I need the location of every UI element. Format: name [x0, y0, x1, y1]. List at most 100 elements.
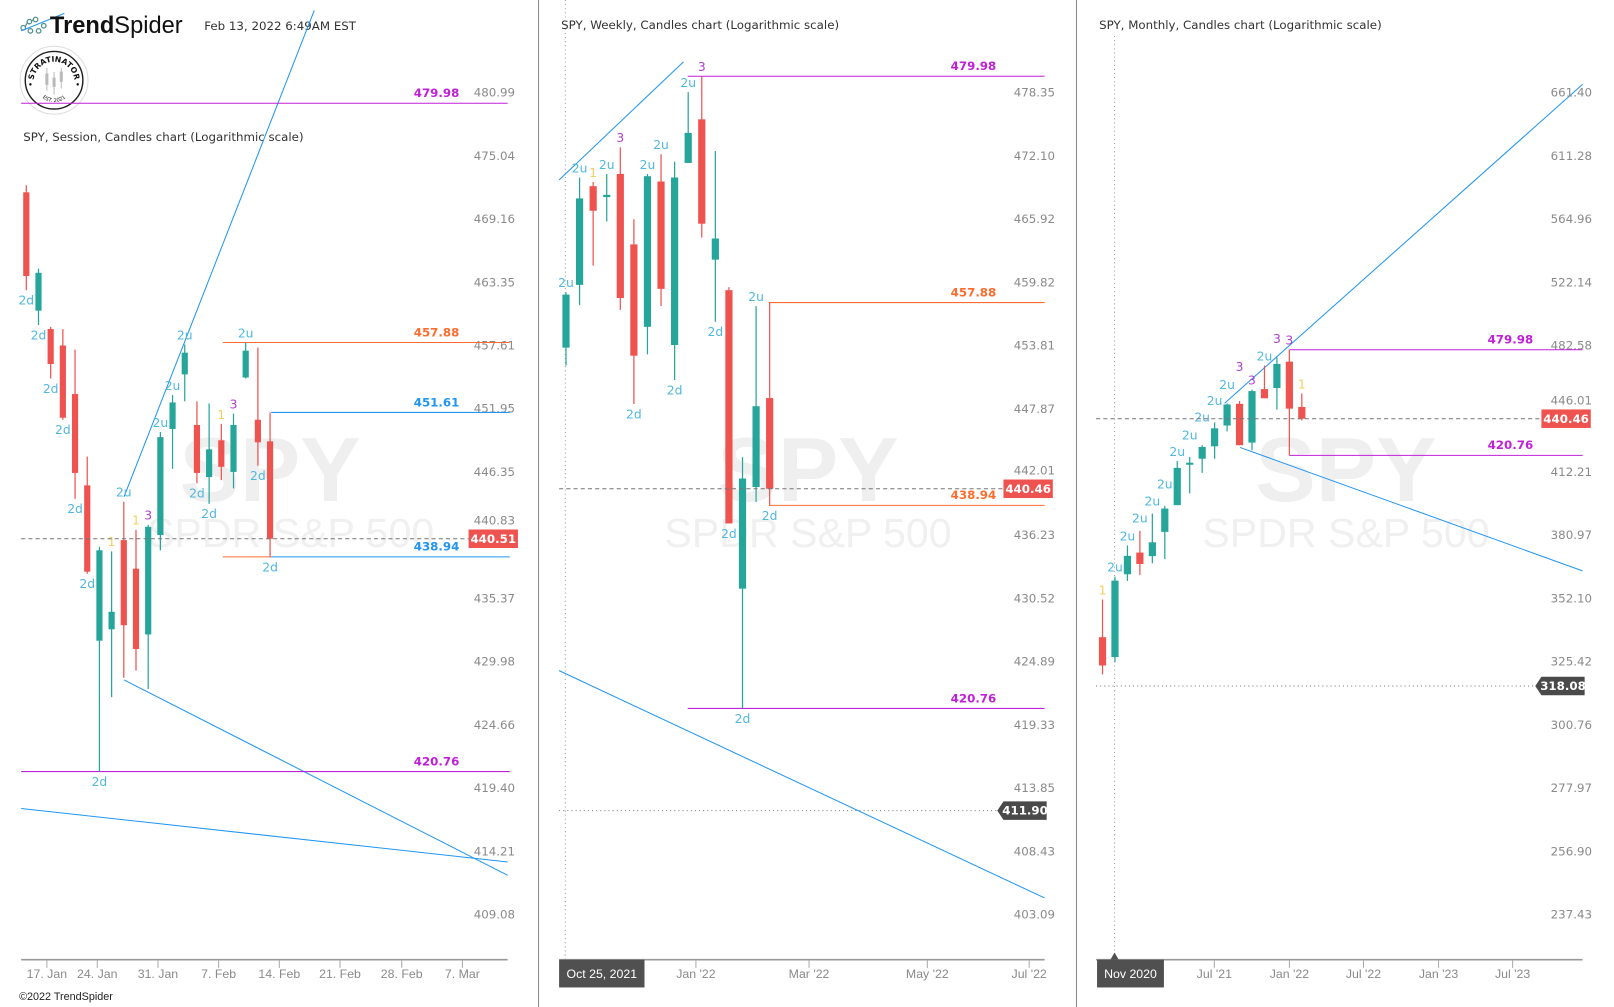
strat-label: 2u	[1182, 428, 1198, 442]
time-tick-label: Jan '23	[1419, 967, 1459, 981]
candle[interactable]: 2u	[1132, 512, 1148, 575]
candle[interactable]: 1	[1298, 377, 1306, 421]
candle[interactable]: 2d	[67, 349, 83, 517]
candle-body	[1235, 403, 1244, 446]
candle[interactable]: 2u	[1107, 560, 1123, 663]
candle[interactable]: 2u	[165, 379, 181, 469]
candle[interactable]: 2u	[116, 486, 132, 678]
price-axis[interactable]: 478.35 472.10 465.92 459.82 453.81 447.87 442.…	[1014, 86, 1055, 922]
trendspider-logo[interactable]: TrendSpider	[20, 12, 183, 39]
candle[interactable]: 2u	[1157, 477, 1173, 560]
candle[interactable]: 2u	[1169, 445, 1185, 506]
strat-label: 2d	[67, 502, 83, 516]
price-tick-label: 436.23	[1014, 528, 1055, 542]
trendline-down[interactable]	[21, 807, 508, 863]
trendline-up[interactable]	[558, 61, 684, 181]
candle[interactable]: 1	[589, 166, 597, 266]
candle[interactable]: 2d	[667, 161, 683, 398]
candle[interactable]: 2d	[43, 326, 59, 396]
strat-label: 3	[1236, 360, 1244, 374]
candle[interactable]: 1	[132, 514, 140, 671]
candle[interactable]: 2u	[680, 76, 696, 163]
chart-panel-0[interactable]: 480.99 475.04 469.16 463.35 457.61 451.95 446.…	[18, 86, 518, 982]
candle[interactable]: 2u	[599, 158, 615, 222]
price-tick-label: 352.10	[1551, 591, 1592, 605]
trendline-down[interactable]	[1239, 446, 1583, 572]
candle[interactable]: 2u	[1194, 411, 1210, 473]
candle[interactable]: 3	[616, 131, 624, 310]
crosshair-price-value: 318.08	[1540, 679, 1586, 693]
candle[interactable]: 2d	[721, 287, 737, 541]
candle[interactable]: 2u	[153, 416, 169, 551]
candle-body	[1223, 404, 1231, 426]
candle[interactable]: 3	[1248, 374, 1256, 451]
strat-label: 2u	[640, 158, 656, 172]
trendline[interactable]	[20, 12, 65, 32]
candle[interactable]: 3	[230, 398, 238, 489]
candle[interactable]: 2d	[262, 412, 278, 574]
candle[interactable]: 2d	[79, 456, 95, 592]
candle[interactable]: 2u	[1257, 349, 1273, 399]
candle-body	[145, 526, 152, 635]
candle[interactable]: 3	[1285, 334, 1293, 456]
trendline-up[interactable]	[1224, 83, 1583, 404]
trendline-up[interactable]	[123, 10, 315, 498]
strat-label: 2u	[1132, 512, 1148, 526]
trendline-down[interactable]	[123, 679, 508, 876]
candle[interactable]: 2u	[1207, 394, 1223, 459]
candle[interactable]: 2d	[708, 150, 724, 339]
candle[interactable]: 2u	[177, 328, 193, 402]
candle[interactable]: 2u	[1120, 529, 1136, 581]
time-tick-label: Mar '22	[789, 967, 830, 981]
candle[interactable]: 2u	[1145, 494, 1161, 564]
candle[interactable]: 3	[1235, 360, 1244, 446]
strat-label: 2d	[43, 382, 59, 396]
strat-label: 3	[1273, 332, 1281, 346]
candle[interactable]: 2d	[735, 457, 751, 726]
trendline-down[interactable]	[558, 670, 1045, 899]
last-price-tag	[468, 529, 518, 549]
time-axis[interactable]: 17. Jan 24. Jan 31. Jan 7. Feb 14. Feb 21. Fe…	[21, 958, 508, 982]
candle[interactable]: 2d	[55, 329, 71, 437]
candle[interactable]: 2d	[626, 219, 642, 421]
candle[interactable]: 2u	[1219, 378, 1235, 432]
candle[interactable]: 2u	[572, 161, 588, 306]
candle-body	[589, 186, 597, 211]
candle[interactable]: 2d	[250, 347, 266, 484]
candle-body	[242, 350, 249, 378]
candle[interactable]: 3	[1273, 332, 1281, 410]
chart-panel-1[interactable]: 478.35 472.10 465.92 459.82 453.81 447.87 442.…	[558, 59, 1055, 988]
candle[interactable]: 3	[698, 60, 706, 238]
candle[interactable]: 2u	[748, 290, 764, 502]
level-label: 479.98	[414, 86, 460, 100]
candle-body	[684, 132, 692, 163]
candle[interactable]: 2u	[640, 158, 656, 355]
price-axis[interactable]: 661.40 611.28 564.96 522.14 482.58 446.01 412.…	[1551, 86, 1592, 922]
time-axis[interactable]: Jan '22 Mar '22 May '22 Jul '22 Oct 25, 2021	[559, 958, 1047, 988]
candle[interactable]: 1	[1099, 583, 1107, 675]
candle[interactable]: 2d	[31, 268, 47, 343]
candle[interactable]: 2d	[762, 302, 778, 523]
candle[interactable]: 2u	[1182, 428, 1198, 494]
candle-body	[59, 345, 66, 418]
candle[interactable]: 1	[108, 535, 116, 698]
price-tick-label: 256.90	[1551, 844, 1592, 858]
candle[interactable]: 3	[144, 509, 152, 689]
strat-label: 2u	[748, 290, 764, 304]
candle[interactable]: 2d	[18, 185, 34, 308]
candle[interactable]: 2d	[201, 403, 217, 521]
price-tick-label: 409.08	[474, 908, 515, 922]
candle[interactable]: 2u	[558, 276, 574, 366]
strat-label: 2u	[599, 158, 615, 172]
candle-body	[1123, 555, 1132, 575]
price-axis[interactable]: 480.99 475.04 469.16 463.35 457.61 451.95 446.…	[474, 86, 515, 922]
candle[interactable]: 2u	[238, 326, 254, 379]
candle[interactable]: 2d	[189, 401, 205, 501]
candle[interactable]: 1	[217, 408, 225, 481]
time-axis[interactable]: Jul '21 Jan '22 Jul '22 Jan '23 Jul '23 Nov 2…	[1096, 952, 1583, 988]
candle[interactable]: 2d	[92, 546, 108, 789]
price-tick-label: 412.21	[1551, 465, 1592, 479]
chart-panel-2[interactable]: 661.40 611.28 564.96 522.14 482.58 446.01 412.…	[1096, 86, 1592, 988]
candle[interactable]: 2u	[653, 138, 669, 307]
strat-label: 2u	[1145, 494, 1161, 508]
